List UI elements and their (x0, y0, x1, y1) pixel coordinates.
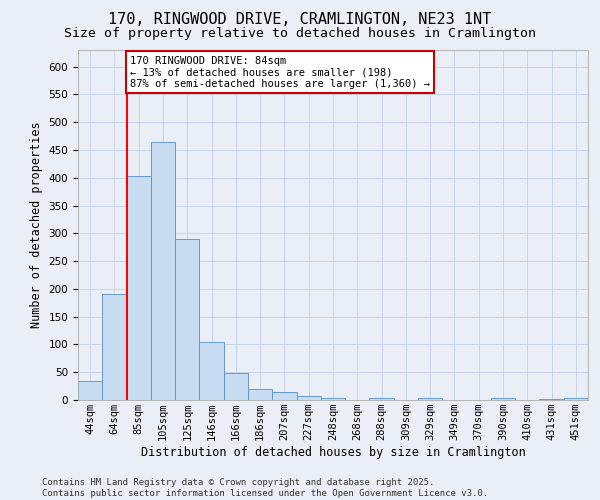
Bar (418, 398, 442, 400)
Text: Size of property relative to detached houses in Cramlington: Size of property relative to detached ho… (64, 28, 536, 40)
Bar (370, 398, 394, 400)
Y-axis label: Number of detached properties: Number of detached properties (30, 122, 43, 328)
Bar (102, 294, 127, 400)
Text: 170, RINGWOOD DRIVE, CRAMLINGTON, NE23 1NT: 170, RINGWOOD DRIVE, CRAMLINGTON, NE23 1… (109, 12, 491, 28)
Bar (539, 399, 564, 400)
Bar (296, 396, 321, 400)
Bar (491, 398, 515, 400)
Bar (272, 392, 296, 400)
Bar (199, 342, 224, 400)
Bar (248, 389, 272, 400)
Bar (564, 398, 588, 400)
X-axis label: Distribution of detached houses by size in Cramlington: Distribution of detached houses by size … (140, 446, 526, 459)
Bar (224, 374, 248, 400)
Text: 170 RINGWOOD DRIVE: 84sqm
← 13% of detached houses are smaller (198)
87% of semi: 170 RINGWOOD DRIVE: 84sqm ← 13% of detac… (130, 56, 430, 89)
Bar (151, 142, 175, 400)
Text: Contains HM Land Registry data © Crown copyright and database right 2025.
Contai: Contains HM Land Registry data © Crown c… (42, 478, 488, 498)
Bar (127, 176, 151, 400)
Bar (175, 239, 199, 400)
Bar (78, 380, 102, 400)
Bar (321, 398, 345, 400)
